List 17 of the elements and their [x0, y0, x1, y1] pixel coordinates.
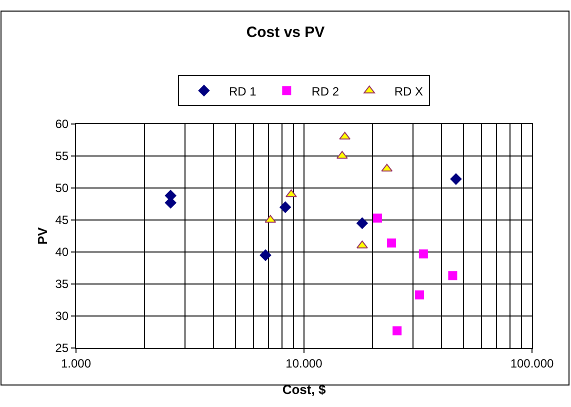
x-tick-label: 1.000: [60, 356, 92, 370]
x-axis-title: Cost, $: [282, 382, 326, 397]
legend-label: RD X: [394, 84, 424, 98]
legend-label: RD 2: [312, 84, 340, 98]
y-tick-label: 35: [55, 277, 69, 292]
legend-label: RD 1: [229, 84, 257, 98]
y-tick-label: 25: [55, 341, 69, 356]
y-tick-label: 55: [55, 149, 69, 164]
chart-title: Cost vs PV: [246, 24, 325, 41]
y-tick-label: 60: [55, 117, 69, 132]
x-tick-label: 100.000: [510, 356, 554, 370]
y-axis-title: PV: [35, 227, 50, 245]
y-tick-label: 40: [55, 245, 69, 260]
y-tick-label: 50: [55, 181, 69, 196]
y-tick-label: 30: [55, 309, 69, 324]
y-tick-label: 45: [55, 213, 69, 228]
x-tick-label: 10.000: [286, 356, 323, 370]
